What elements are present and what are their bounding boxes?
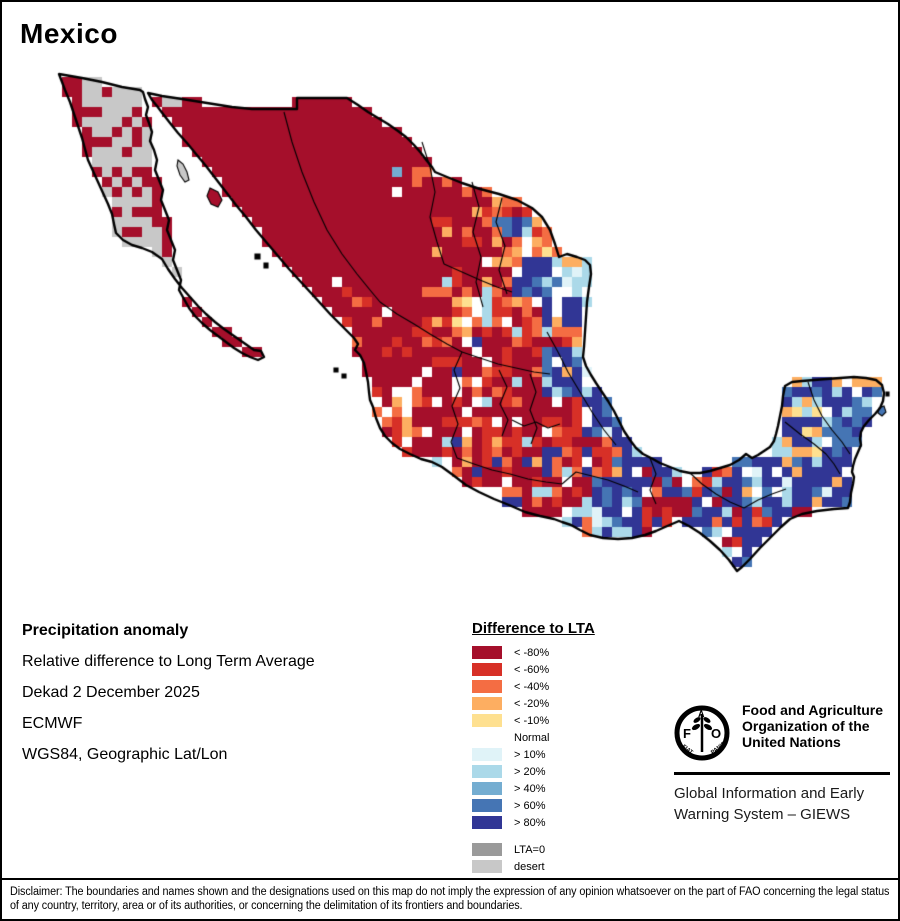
legend-label: < -80% — [514, 646, 550, 659]
legend-label: desert — [514, 860, 545, 873]
info-line-projection: WGS84, Geographic Lat/Lon — [22, 746, 228, 763]
legend-label: < -40% — [514, 680, 550, 693]
legend-item-20: > 20% — [472, 763, 632, 780]
fao-org-line-3: United Nations — [742, 734, 841, 750]
legend-swatch — [472, 663, 502, 676]
legend-label: < -60% — [514, 663, 550, 676]
fao-block: F O A FIAT PANIS Food and Agriculture Or… — [674, 702, 896, 825]
legend-swatch — [472, 646, 502, 659]
fao-org-line-2: Organization of the — [742, 718, 870, 734]
info-line-description: Relative difference to Long Term Average — [22, 653, 315, 670]
legend-swatch — [472, 697, 502, 710]
disclaimer-text: Disclaimer: The boundaries and names sho… — [10, 886, 890, 912]
legend-item-40: > 40% — [472, 780, 632, 797]
map-info-block: Precipitation anomaly Relative differenc… — [22, 622, 442, 777]
legend-item-10: > 10% — [472, 746, 632, 763]
disclaimer-box: Disclaimer: The boundaries and names sho… — [2, 878, 898, 919]
legend-title: Difference to LTA — [472, 620, 595, 637]
legend-swatch — [472, 860, 502, 873]
info-line-product: Precipitation anomaly — [22, 622, 189, 639]
legend-item-lta-0: LTA=0 — [472, 841, 632, 858]
svg-text:O: O — [711, 726, 721, 741]
mexico-anomaly-map — [2, 2, 898, 642]
legend-swatch — [472, 748, 502, 761]
legend-swatch — [472, 680, 502, 693]
legend-swatch — [472, 843, 502, 856]
fao-org-name: Food and Agriculture Organization of the… — [742, 702, 883, 750]
legend-label: Normal — [514, 731, 550, 744]
legend-swatch — [472, 765, 502, 778]
legend-label: > 60% — [514, 799, 546, 812]
legend-item-20: < -20% — [472, 695, 632, 712]
svg-text:F: F — [683, 726, 691, 741]
legend-swatch — [472, 731, 502, 744]
legend-label: > 20% — [514, 765, 546, 778]
legend-label: LTA=0 — [514, 843, 546, 856]
legend-items: < -80% < -60% < -40% < -20% < -10% Normal > 10… — [472, 644, 632, 875]
giews-line-2: Warning System – GIEWS — [674, 806, 851, 823]
legend-swatch — [472, 799, 502, 812]
legend-item-10: < -10% — [472, 712, 632, 729]
fao-divider — [674, 772, 890, 775]
legend-swatch — [472, 782, 502, 795]
page-title: Mexico — [20, 18, 118, 49]
legend-item-normal: Normal — [472, 729, 632, 746]
legend-item-80: < -80% — [472, 644, 632, 661]
legend-label: > 10% — [514, 748, 546, 761]
fao-org-line-1: Food and Agriculture — [742, 702, 884, 718]
svg-text:A: A — [698, 709, 705, 719]
legend-item-60: < -60% — [472, 661, 632, 678]
legend-label: > 40% — [514, 782, 546, 795]
legend-item-60: > 60% — [472, 797, 632, 814]
legend-label: < -20% — [514, 697, 550, 710]
legend-label: > 80% — [514, 816, 546, 829]
info-line-dekad: Dekad 2 December 2025 — [22, 684, 200, 701]
legend: Difference to LTA < -80% < -60% < -40% < -2… — [472, 620, 632, 875]
legend-item-desert: desert — [472, 858, 632, 875]
info-line-source: ECMWF — [22, 715, 83, 732]
legend-label: < -10% — [514, 714, 550, 727]
giews-line-1: Global Information and Early — [674, 785, 865, 802]
legend-swatch — [472, 714, 502, 727]
legend-item-40: < -40% — [472, 678, 632, 695]
fao-logo-icon: F O A FIAT PANIS — [674, 705, 730, 761]
legend-item-80: > 80% — [472, 814, 632, 831]
legend-swatch — [472, 816, 502, 829]
giews-caption: Global Information and Early Warning Sys… — [674, 783, 896, 825]
